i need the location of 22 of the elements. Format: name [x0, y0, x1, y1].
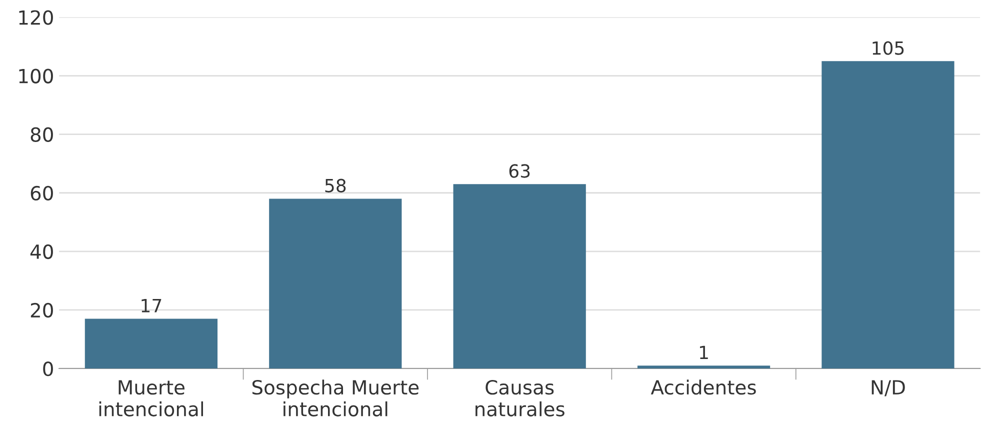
bar [822, 61, 954, 369]
y-tick-label: 100 [19, 68, 53, 84]
data-label: 58 [325, 178, 346, 192]
x-tick-label: Muerte intencional [99, 380, 204, 416]
y-tick-label: 0 [43, 361, 53, 376]
data-label: 105 [872, 41, 904, 55]
data-label: 17 [142, 299, 162, 312]
data-label: 63 [509, 164, 530, 178]
x-tick-label: Causas naturales [476, 380, 564, 416]
y-tick-label: 20 [30, 302, 53, 318]
bar [453, 184, 586, 369]
y-tick-label: 80 [30, 127, 53, 142]
bar [637, 366, 770, 369]
x-tick-label: Accidentes [650, 380, 756, 395]
x-tick-label: Sospecha Muerte intencional [252, 380, 419, 416]
y-tick-label: 40 [30, 244, 53, 260]
x-tick-label: N/D [872, 380, 905, 396]
bar [84, 318, 218, 369]
y-tick-label: 120 [19, 10, 53, 25]
y-tick-label: 60 [30, 186, 53, 201]
data-label: 1 [700, 346, 708, 360]
bar [269, 198, 402, 369]
